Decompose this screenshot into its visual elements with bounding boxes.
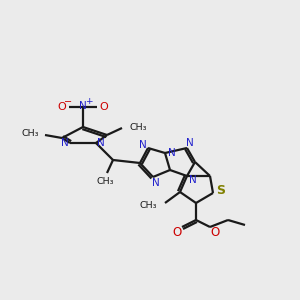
Text: O: O	[172, 226, 182, 238]
Text: N: N	[139, 140, 147, 150]
Text: S: S	[217, 184, 226, 197]
Text: N: N	[168, 148, 176, 158]
Text: N: N	[189, 175, 197, 185]
Text: O: O	[100, 102, 108, 112]
Text: CH₃: CH₃	[140, 200, 157, 209]
Text: N: N	[152, 178, 160, 188]
Text: N: N	[79, 101, 87, 111]
Text: N: N	[186, 138, 194, 148]
Text: CH₃: CH₃	[96, 178, 114, 187]
Text: O: O	[210, 226, 220, 238]
Text: N: N	[97, 138, 105, 148]
Text: +: +	[85, 98, 93, 106]
Text: N: N	[61, 138, 69, 148]
Text: CH₃: CH₃	[22, 130, 39, 139]
Text: −: −	[64, 97, 72, 107]
Text: CH₃: CH₃	[130, 122, 148, 131]
Text: O: O	[58, 102, 66, 112]
